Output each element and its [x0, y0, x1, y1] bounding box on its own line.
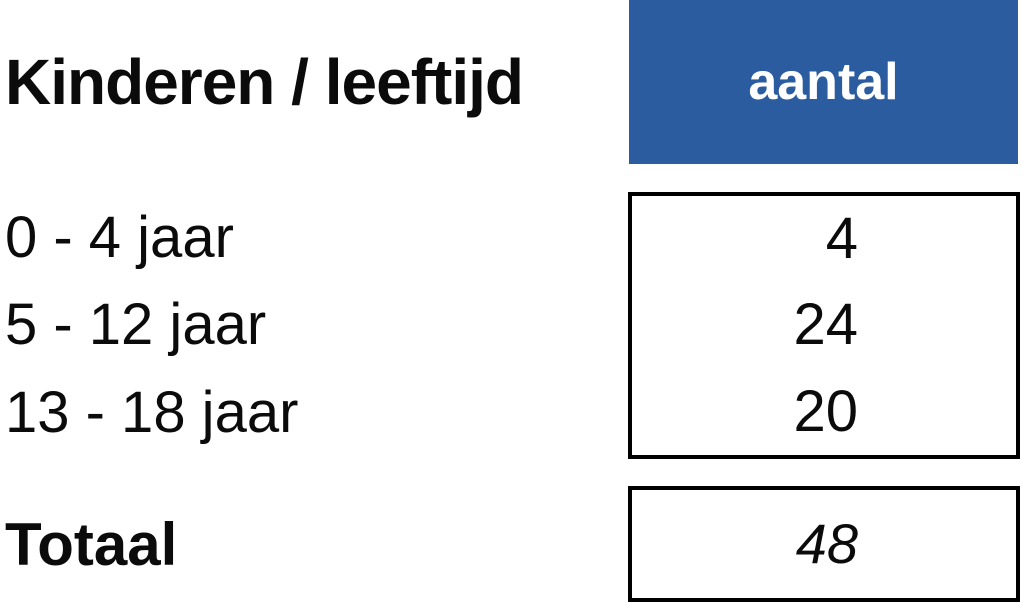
age-row-value-13-18: 20: [793, 378, 858, 444]
age-row-label-0-4: 0 - 4 jaar: [5, 204, 234, 270]
table-title: Kinderen / leeftijd: [5, 46, 524, 118]
age-label-column: 0 - 4 jaar 5 - 12 jaar 13 - 18 jaar: [5, 194, 298, 457]
age-row-value-0-4: 4: [825, 206, 858, 272]
column-header-aantal: aantal: [629, 0, 1018, 164]
age-row-value-5-12: 24: [793, 292, 858, 358]
values-box: 4 24 20: [628, 192, 1020, 459]
age-row-label-5-12: 5 - 12 jaar: [5, 292, 267, 358]
total-label: Totaal: [5, 510, 178, 578]
total-box: 48: [628, 486, 1020, 602]
age-row-label-13-18: 13 - 18 jaar: [5, 380, 299, 446]
total-value: 48: [795, 512, 858, 575]
